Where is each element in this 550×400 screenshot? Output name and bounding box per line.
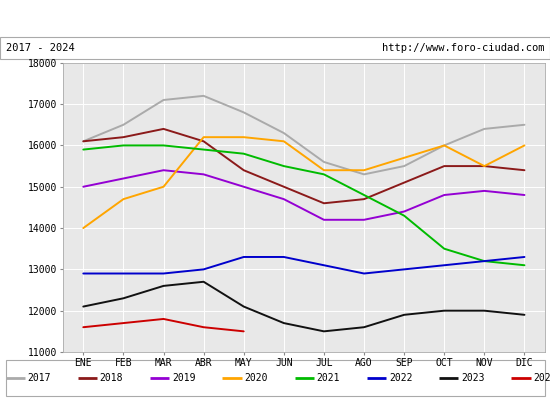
Text: 2019: 2019 (172, 373, 196, 383)
Text: 2017 - 2024: 2017 - 2024 (6, 43, 74, 53)
Text: 2017: 2017 (28, 373, 51, 383)
Text: 2018: 2018 (100, 373, 123, 383)
Bar (6, 360, 544, 396)
Text: http://www.foro-ciudad.com: http://www.foro-ciudad.com (382, 43, 544, 53)
Text: 2022: 2022 (389, 373, 412, 383)
Text: 2020: 2020 (244, 373, 268, 383)
Text: Evolucion del paro registrado en Badajoz: Evolucion del paro registrado en Badajoz (132, 11, 418, 25)
Text: 2023: 2023 (461, 373, 485, 383)
Text: 2021: 2021 (317, 373, 340, 383)
Text: 2024: 2024 (534, 373, 550, 383)
